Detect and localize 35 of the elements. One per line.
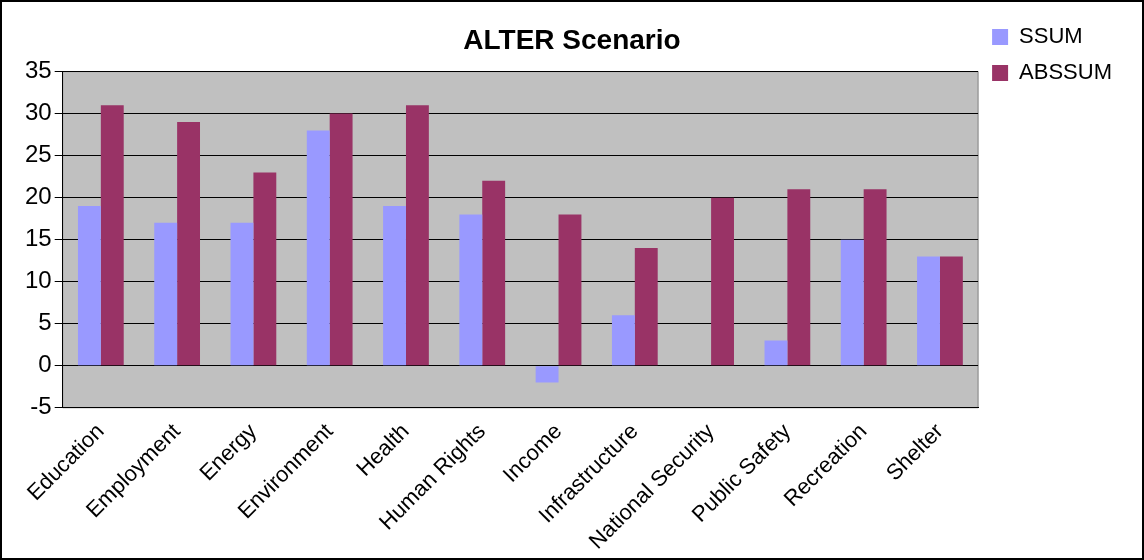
- bar: [917, 256, 940, 366]
- bar: [611, 315, 635, 366]
- bar: [711, 197, 734, 366]
- y-tick-label: 20: [24, 182, 52, 210]
- legend-label: SSUM: [1019, 23, 1083, 49]
- y-tick-label: 0: [38, 350, 52, 378]
- bar: [383, 206, 406, 366]
- y-tick-label: 5: [38, 308, 52, 336]
- bar: [459, 214, 483, 366]
- bar: [253, 172, 277, 366]
- y-tick-label: 15: [24, 224, 52, 252]
- y-tick-label: 25: [24, 140, 52, 168]
- bar: [634, 248, 658, 366]
- bar: [840, 239, 864, 366]
- chart-title: ALTER Scenario: [463, 23, 681, 55]
- bar: [77, 206, 101, 366]
- y-tick-label: 35: [24, 56, 52, 84]
- bar: [177, 122, 201, 366]
- y-tick-label: -5: [30, 392, 52, 420]
- legend-label: ABSSUM: [1019, 59, 1113, 85]
- bar: [939, 256, 963, 366]
- bar: [535, 366, 559, 383]
- bar: [405, 105, 429, 366]
- bar: [764, 340, 788, 366]
- y-tick-label: 30: [24, 98, 52, 126]
- bar: [329, 113, 353, 366]
- bar: [306, 130, 330, 366]
- bar: [230, 222, 254, 366]
- bar: [863, 189, 887, 366]
- bar: [787, 189, 811, 366]
- y-tick-label: 10: [24, 266, 52, 294]
- bar: [558, 214, 582, 366]
- bar: [100, 105, 124, 366]
- bar: [154, 222, 178, 366]
- bar: [482, 180, 506, 366]
